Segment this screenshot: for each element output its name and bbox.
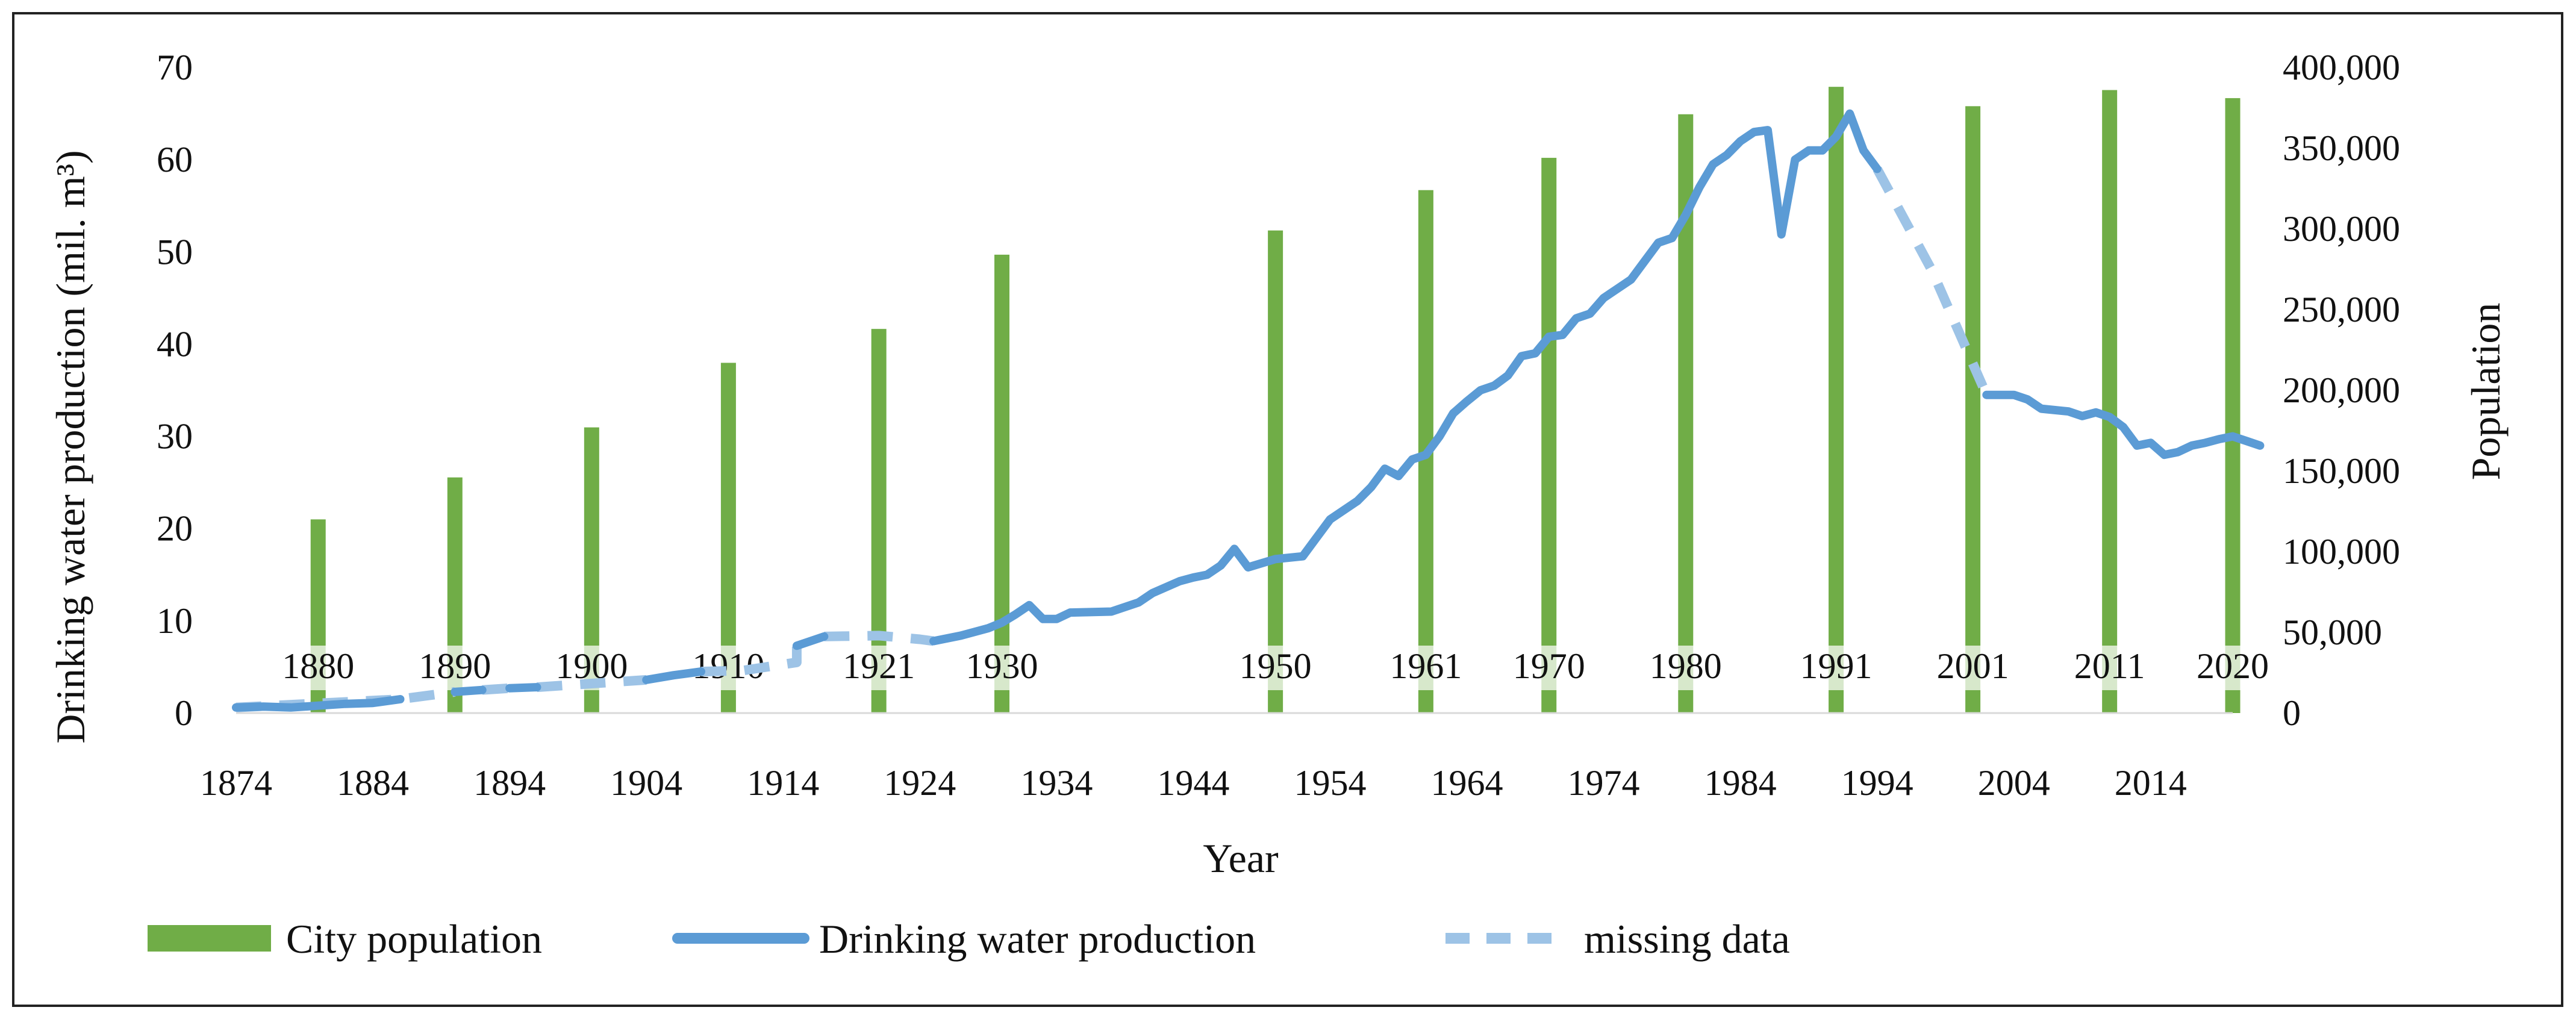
x-tick-label-1884: 1884 xyxy=(337,763,409,803)
census-year-label-2001: 2001 xyxy=(1937,646,2009,686)
y-right-tick-label-300,000: 300,000 xyxy=(2283,209,2400,249)
y-left-tick-label-50: 50 xyxy=(157,232,193,272)
x-axis-title: Year xyxy=(1203,835,1279,881)
y-left-tick-label-70: 70 xyxy=(157,48,193,87)
y-axis-left-title: Drinking water production (mil. m³) xyxy=(48,150,93,743)
legend-label-missing-data: missing data xyxy=(1584,916,1790,962)
census-year-label-1980: 1980 xyxy=(1650,646,1722,686)
y-right-tick-label-350,000: 350,000 xyxy=(2283,128,2400,168)
legend: City population Drinking water productio… xyxy=(148,916,1790,962)
census-year-label-bg xyxy=(1389,646,1462,690)
x-tick-label-1874: 1874 xyxy=(200,763,272,803)
water-production-segment-0 xyxy=(232,695,405,712)
census-year-label-bg xyxy=(1800,646,1873,690)
water-production-segment-6 xyxy=(1982,390,2265,460)
x-tick-label-1924: 1924 xyxy=(884,763,956,803)
census-year-label-2011: 2011 xyxy=(2074,646,2145,686)
y-left-tick-label-20: 20 xyxy=(157,509,193,549)
water-production-segment-3 xyxy=(642,667,705,684)
x-tick-label-1894: 1894 xyxy=(473,763,546,803)
census-year-label-1921: 1921 xyxy=(843,646,915,686)
y-right-tick-label-50,000: 50,000 xyxy=(2283,612,2382,652)
x-tick-label-1914: 1914 xyxy=(747,763,819,803)
water-production-segment-4 xyxy=(792,632,829,650)
census-year-label-bg xyxy=(1649,646,1722,690)
y-right-tick-label-100,000: 100,000 xyxy=(2283,532,2400,572)
census-year-label-1991: 1991 xyxy=(1800,646,1873,686)
census-year-label-2020: 2020 xyxy=(2197,646,2269,686)
x-tick-label-2014: 2014 xyxy=(2115,763,2187,803)
y-right-tick-label-400,000: 400,000 xyxy=(2283,48,2400,87)
legend-label-city-population: City population xyxy=(286,916,542,962)
census-year-label-1961: 1961 xyxy=(1389,646,1462,686)
census-year-label-bg xyxy=(282,646,355,690)
y-right-tick-label-0: 0 xyxy=(2283,693,2301,733)
y-axis-right-title: Population xyxy=(2463,303,2509,481)
population-bar-1991 xyxy=(1829,87,1844,713)
missing-data-segment-4 xyxy=(824,631,935,646)
census-year-label-bg xyxy=(965,646,1038,690)
census-year-label-bg xyxy=(1239,646,1312,690)
legend-label-drinking-water-production: Drinking water production xyxy=(819,916,1256,962)
missing-data-segment-3 xyxy=(700,646,802,677)
missing-data-segment-1 xyxy=(482,683,510,695)
census-year-label-bg xyxy=(2197,646,2269,690)
y-left-tick-label-40: 40 xyxy=(157,324,193,364)
census-year-label-bg xyxy=(1512,646,1585,690)
census-year-label-bg xyxy=(1936,646,2009,690)
x-tick-label-1974: 1974 xyxy=(1568,763,1640,803)
missing-data-segment-2 xyxy=(536,675,647,693)
census-year-label-1880: 1880 xyxy=(282,646,354,686)
census-year-label-1950: 1950 xyxy=(1240,646,1312,686)
census-year-label-bg xyxy=(843,646,915,690)
y-right-tick-label-200,000: 200,000 xyxy=(2283,370,2400,410)
population-bar-1970 xyxy=(1541,158,1557,714)
y-left-tick-label-30: 30 xyxy=(157,417,193,457)
population-bar-2020 xyxy=(2225,98,2241,714)
census-year-label-1890: 1890 xyxy=(419,646,491,686)
y-left-tick-label-60: 60 xyxy=(157,140,193,179)
x-tick-label-2004: 2004 xyxy=(1978,763,2050,803)
x-tick-label-1964: 1964 xyxy=(1430,763,1503,803)
population-bar-1950 xyxy=(1268,230,1283,713)
chart-frame xyxy=(12,12,2563,1007)
water-production-segment-5 xyxy=(929,109,1882,646)
y-left-tick-label-0: 0 xyxy=(175,693,193,733)
population-bar-1930 xyxy=(994,254,1010,713)
x-tick-label-1934: 1934 xyxy=(1020,763,1093,803)
x-tick-label-1954: 1954 xyxy=(1294,763,1366,803)
census-year-label-bg xyxy=(419,646,491,690)
population-bar-2001 xyxy=(1965,106,1981,713)
water-production-segment-1 xyxy=(451,685,487,696)
census-year-label-1930: 1930 xyxy=(966,646,1038,686)
x-tick-label-1994: 1994 xyxy=(1841,763,1913,803)
population-bar-2011 xyxy=(2102,90,2118,713)
y-right-tick-label-250,000: 250,000 xyxy=(2283,290,2400,329)
water-production-segment-2 xyxy=(505,683,541,693)
x-tick-label-1944: 1944 xyxy=(1157,763,1229,803)
census-year-label-bg xyxy=(2073,646,2146,690)
y-right-tick-label-150,000: 150,000 xyxy=(2283,451,2400,491)
y-left-tick-label-10: 10 xyxy=(157,601,193,641)
x-tick-label-1904: 1904 xyxy=(610,763,682,803)
legend-swatch-city-population xyxy=(148,925,271,952)
census-year-label-1970: 1970 xyxy=(1513,646,1585,686)
x-tick-label-1984: 1984 xyxy=(1704,763,1777,803)
